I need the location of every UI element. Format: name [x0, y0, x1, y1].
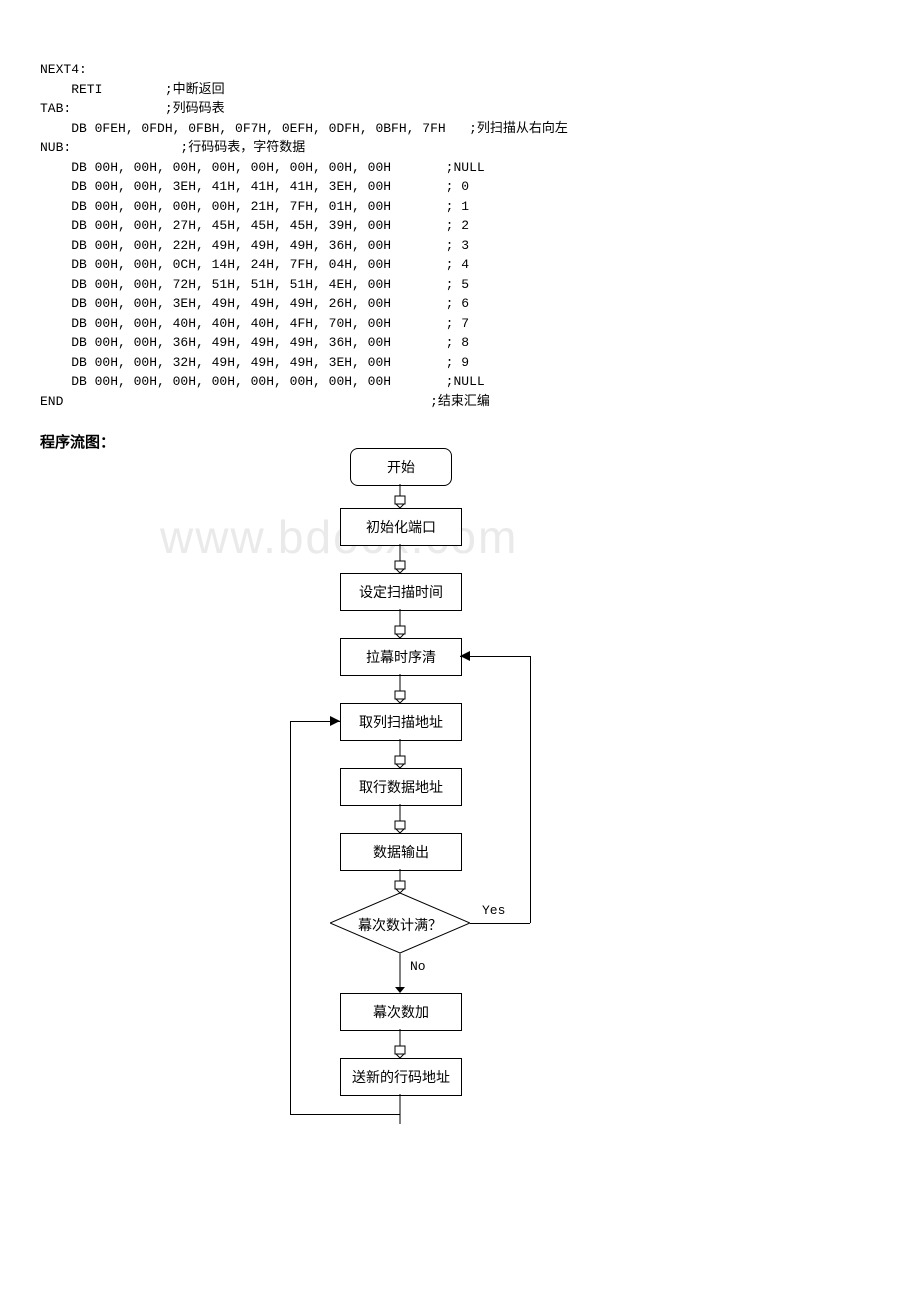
- flow-terminator: 开始: [350, 448, 452, 486]
- flow-process: 取列扫描地址: [340, 703, 462, 741]
- flowchart: www.bdocx.com开始初始化端口设定扫描时间拉幕时序清取列扫描地址取行数…: [220, 448, 720, 1154]
- flow-process: 取行数据地址: [340, 768, 462, 806]
- code-listing: NEXT4: RETI ;中断返回 TAB: ;列码码表 DB 0FEH, 0F…: [40, 60, 880, 411]
- decision-no-label: No: [410, 959, 426, 974]
- flow-process: 送新的行码地址: [340, 1058, 462, 1096]
- decision-yes-label: Yes: [482, 903, 505, 918]
- flow-decision: 幕次数计满？: [330, 893, 470, 953]
- flow-process: 初始化端口: [340, 508, 462, 546]
- flow-process: 数据输出: [340, 833, 462, 871]
- flow-process: 幕次数加: [340, 993, 462, 1031]
- flow-process: 拉幕时序清: [340, 638, 462, 676]
- flow-process: 设定扫描时间: [340, 573, 462, 611]
